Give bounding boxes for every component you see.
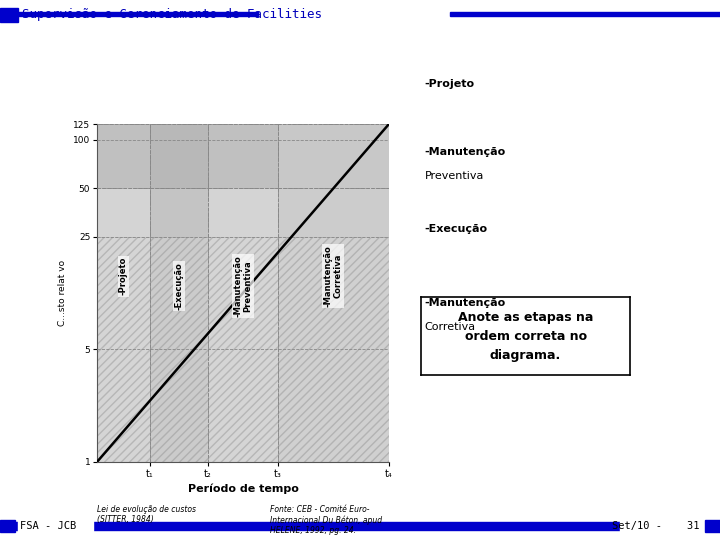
Text: -Manutenção: -Manutenção <box>425 298 506 308</box>
Bar <box>97 124 150 188</box>
Bar <box>278 124 389 462</box>
Bar <box>620 520 705 532</box>
Bar <box>150 237 208 462</box>
Text: -Projeto: -Projeto <box>119 257 128 295</box>
Text: Lei de evolução de custos
(SITTER, 1984): Lei de evolução de custos (SITTER, 1984) <box>97 505 196 524</box>
Text: -Projeto: -Projeto <box>425 79 475 89</box>
Text: -Manutenção
Corretiva: -Manutenção Corretiva <box>324 245 343 307</box>
Bar <box>97 237 150 462</box>
Bar <box>0 522 720 530</box>
Bar <box>0 8 18 22</box>
Y-axis label: C...sto relat vo: C...sto relat vo <box>58 260 68 326</box>
Text: Set/10 -    31: Set/10 - 31 <box>613 521 700 531</box>
Text: -Execução: -Execução <box>425 225 488 234</box>
Bar <box>97 124 150 462</box>
Bar <box>208 237 278 462</box>
Text: FSA - JCB: FSA - JCB <box>20 521 76 531</box>
Bar <box>150 124 208 462</box>
Text: -Manutenção
Preventiva: -Manutenção Preventiva <box>233 255 253 317</box>
Bar <box>278 124 389 188</box>
Bar <box>0 520 15 532</box>
Bar <box>705 520 720 532</box>
Bar <box>18 520 93 532</box>
Bar <box>278 237 389 462</box>
Bar <box>208 124 278 462</box>
Text: Período de tempo: Período de tempo <box>188 483 298 494</box>
Bar <box>18 12 258 16</box>
Text: Corretiva: Corretiva <box>425 322 476 332</box>
Text: Supervisão e Gerenciamento de Facilities: Supervisão e Gerenciamento de Facilities <box>22 8 322 22</box>
Text: -Execução: -Execução <box>174 262 184 310</box>
Text: Fonte: CEB - Comité Euro-
Internacional Du Béton, apud
HELENE, 1992, pg. 24.: Fonte: CEB - Comité Euro- Internacional … <box>270 505 382 535</box>
Text: -Manutenção: -Manutenção <box>425 146 506 157</box>
Bar <box>450 12 720 16</box>
Text: Anote as etapas na
ordem correta no
diagrama.: Anote as etapas na ordem correta no diag… <box>458 310 593 362</box>
Bar <box>150 124 208 188</box>
Bar <box>208 124 278 188</box>
Text: Preventiva: Preventiva <box>425 171 484 181</box>
